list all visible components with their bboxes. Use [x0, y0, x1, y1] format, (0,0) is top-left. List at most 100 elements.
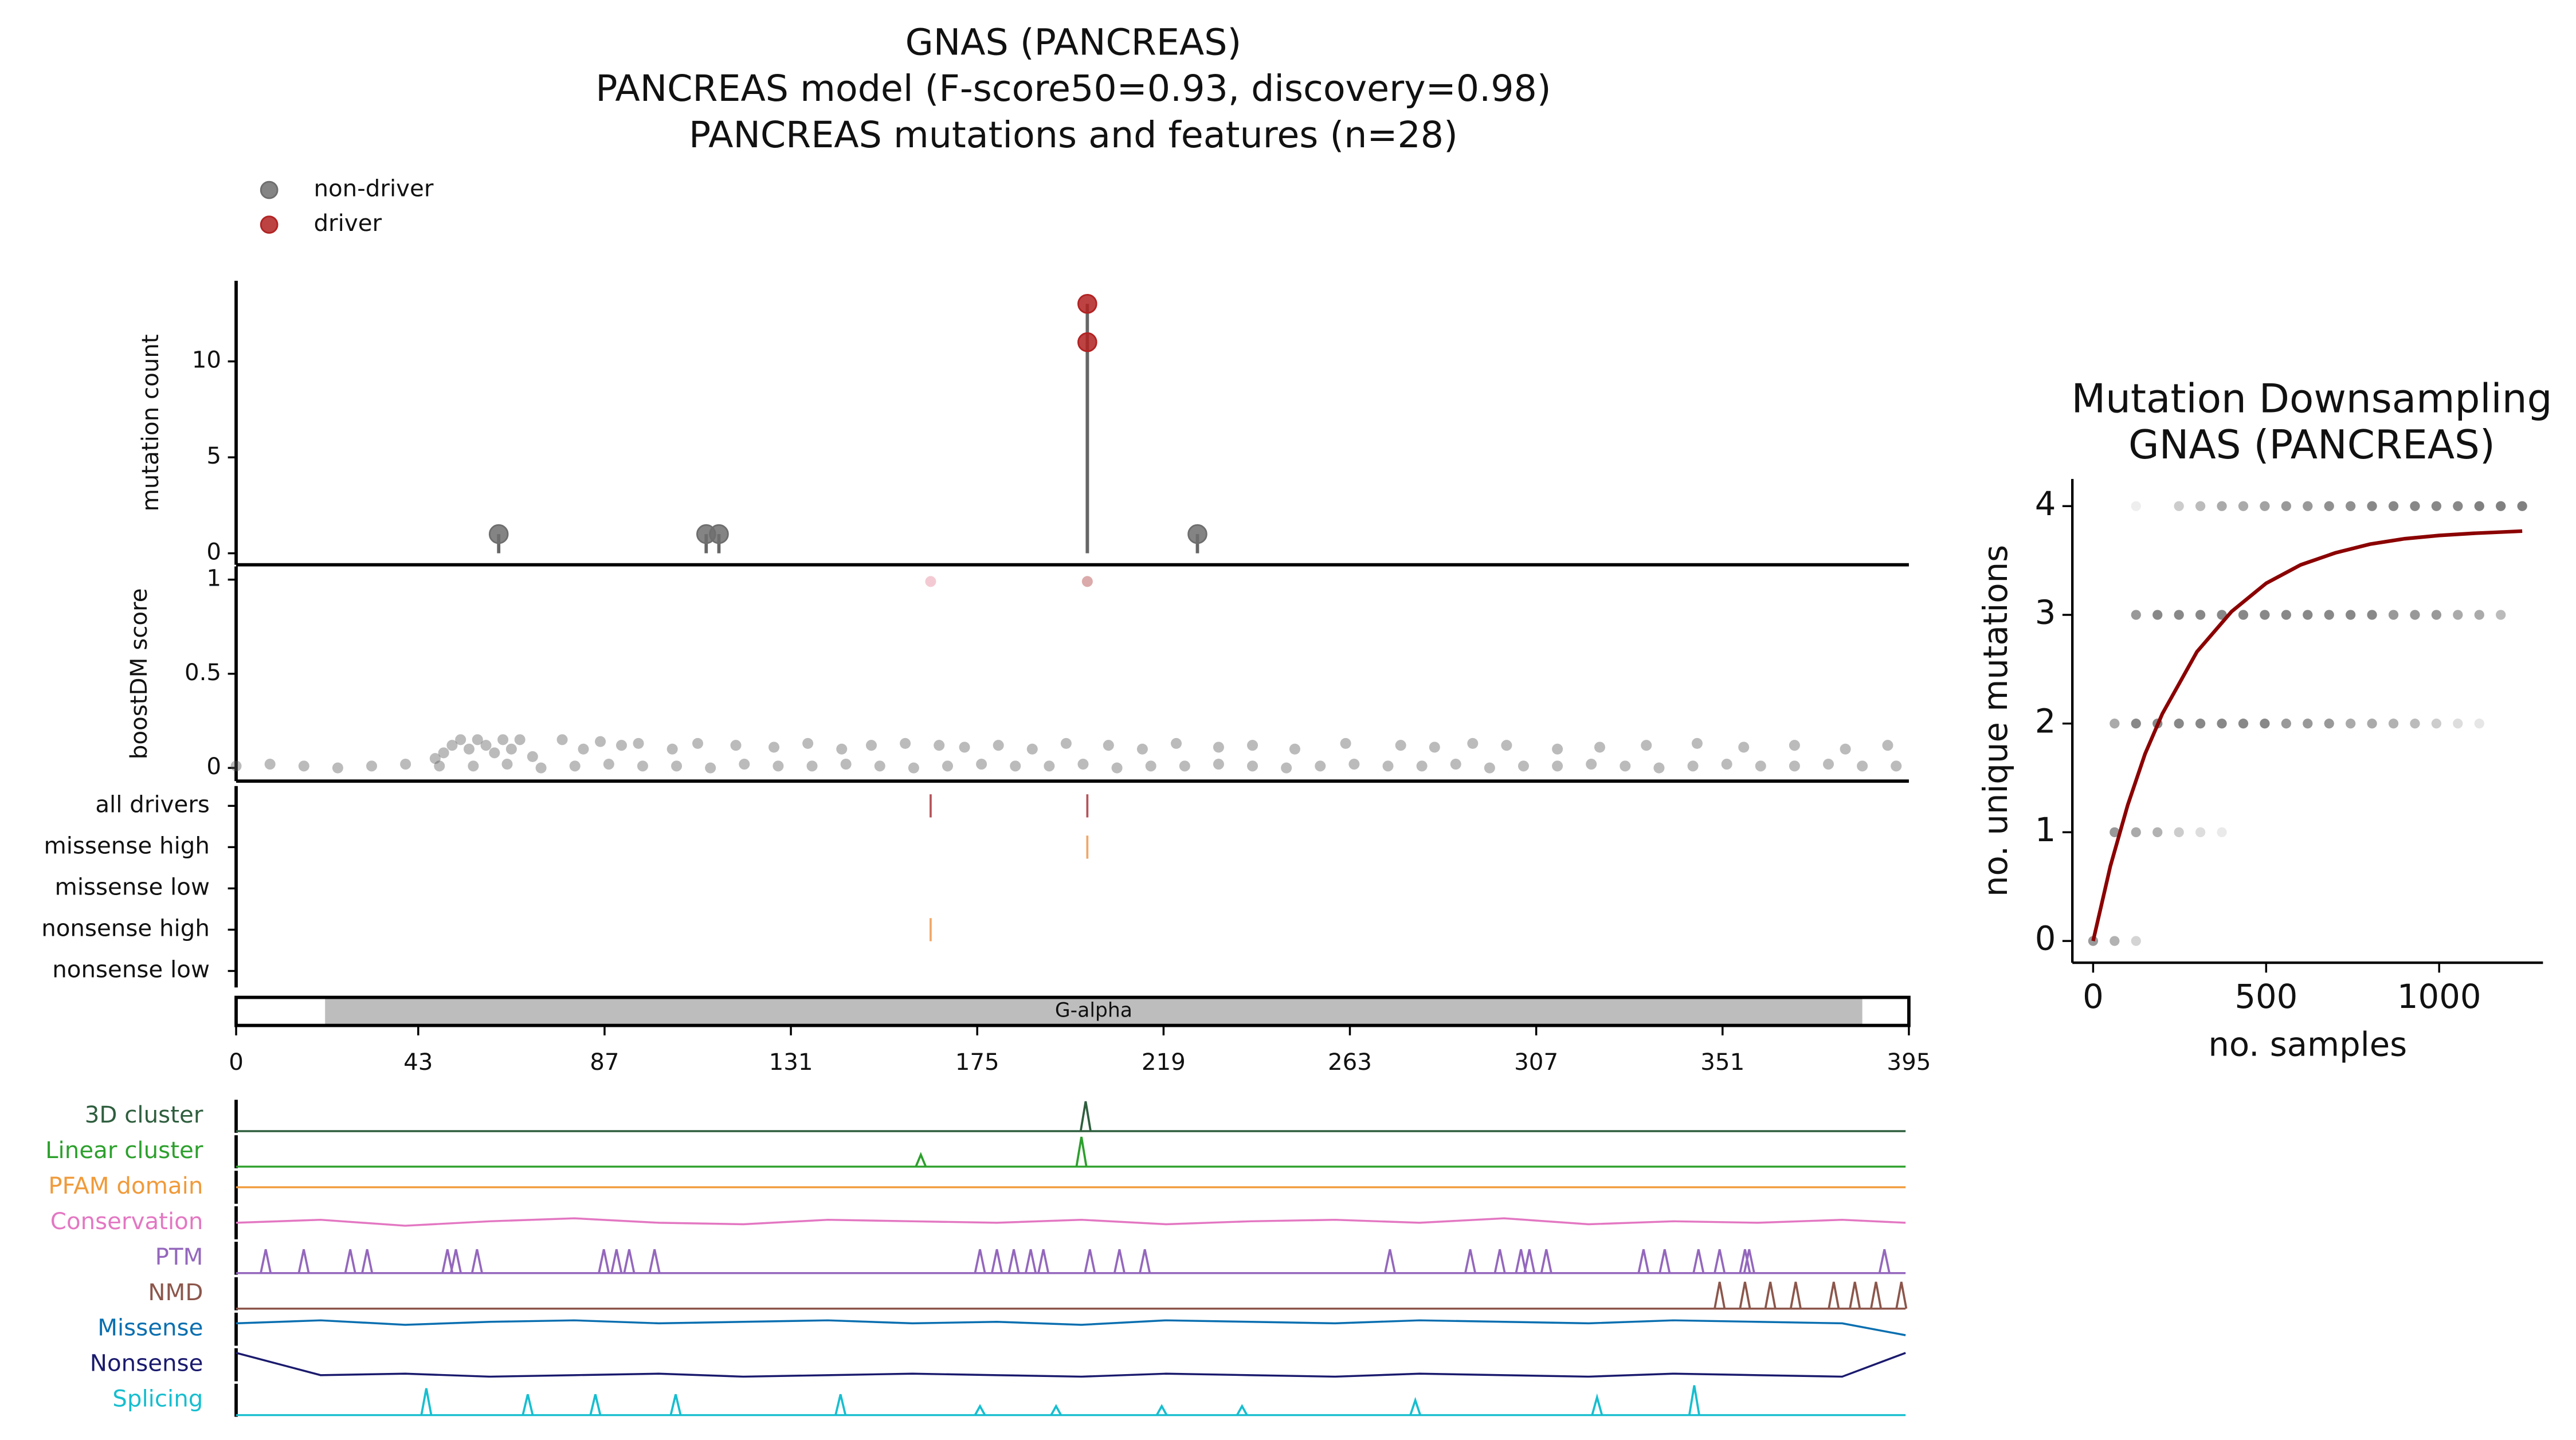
score-point	[1395, 740, 1406, 751]
sample-point	[2260, 719, 2270, 729]
sample-point	[2131, 827, 2141, 838]
score-point	[569, 760, 581, 772]
track-spike	[991, 1249, 1003, 1274]
score-point	[633, 737, 644, 749]
y-tick-label: 1	[206, 565, 221, 592]
y-tick-label: 0	[206, 539, 221, 566]
track-spike	[1383, 1249, 1396, 1274]
sample-point	[2346, 501, 2356, 511]
score-point	[1340, 737, 1351, 749]
sample-point	[2324, 610, 2334, 620]
score-point	[1620, 760, 1631, 772]
score-point	[769, 741, 780, 753]
track-label: Splicing	[112, 1386, 203, 1412]
sample-point	[2303, 719, 2313, 729]
sample-point	[2346, 610, 2356, 620]
sample-point	[2474, 719, 2484, 729]
sample-point	[2174, 827, 2184, 838]
score-point	[438, 747, 449, 759]
score-point	[366, 760, 378, 772]
track-spike	[1849, 1281, 1861, 1309]
track-spike	[669, 1394, 682, 1416]
score-point	[1026, 743, 1038, 755]
sample-point	[2217, 719, 2227, 729]
sample-point	[2217, 827, 2227, 838]
score-point	[1060, 737, 1072, 749]
score-point	[1789, 760, 1800, 772]
score-point	[1416, 760, 1428, 772]
track-spike	[1658, 1249, 1671, 1274]
chart-title: PANCREAS model (F-score50=0.93, discover…	[595, 67, 1551, 109]
track-label: Nonsense	[90, 1350, 203, 1377]
sample-point	[2195, 610, 2206, 620]
y-tick-label: 10	[192, 347, 221, 374]
sample-point	[2174, 501, 2184, 511]
score-point	[264, 759, 276, 770]
legend-swatch	[260, 181, 279, 199]
score-point	[1044, 760, 1055, 772]
score-point	[497, 734, 509, 745]
sample-point	[2238, 610, 2249, 620]
y-tick-label: 0	[2035, 920, 2056, 958]
score-point	[1213, 741, 1224, 753]
score-point	[1213, 759, 1224, 770]
sample-point	[2131, 610, 2141, 620]
sample-point	[2388, 719, 2399, 729]
score-point	[1552, 760, 1563, 772]
chart-title: PANCREAS mutations and features (n=28)	[689, 113, 1458, 156]
score-point	[556, 734, 568, 745]
score-point	[1247, 760, 1258, 772]
track-spike	[1540, 1249, 1552, 1274]
track-label: Conservation	[50, 1208, 203, 1235]
score-point	[705, 762, 716, 774]
score-point	[429, 753, 441, 764]
row-label: missense low	[55, 873, 210, 900]
row-label: missense high	[44, 832, 209, 859]
score-point	[1281, 762, 1292, 774]
track-spike	[1409, 1396, 1422, 1416]
score-point	[1691, 737, 1703, 749]
y-tick-label: 4	[2035, 485, 2056, 523]
sample-point	[2131, 719, 2141, 729]
score-point	[1552, 743, 1563, 755]
score-point	[1738, 741, 1750, 753]
sample-point	[2238, 501, 2249, 511]
legend-label: non-driver	[313, 175, 433, 202]
score-point	[1840, 743, 1851, 755]
score-point	[535, 762, 547, 774]
track-spike	[1870, 1281, 1882, 1309]
track-line	[236, 1319, 1906, 1336]
row-label: nonsense low	[52, 956, 210, 983]
sample-point	[2474, 610, 2484, 620]
lollipop-head	[1077, 332, 1097, 352]
track-spike	[598, 1249, 610, 1274]
track-spike	[450, 1249, 462, 1274]
score-point	[332, 762, 343, 774]
score-point	[446, 740, 458, 751]
score-point	[1594, 741, 1605, 753]
row-label: nonsense high	[41, 915, 210, 941]
sample-point	[2367, 719, 2377, 729]
x-tick-label: 0	[229, 1049, 244, 1076]
track-spike	[1236, 1404, 1248, 1416]
track-spike	[834, 1394, 847, 1416]
sample-point	[2195, 719, 2206, 729]
score-point	[1081, 576, 1093, 587]
score-point	[1641, 740, 1652, 751]
score-point	[1518, 760, 1529, 772]
score-point	[603, 759, 614, 770]
sample-point	[2453, 610, 2463, 620]
score-point	[1653, 762, 1665, 774]
score-point	[1687, 760, 1699, 772]
sample-point	[2152, 610, 2163, 620]
score-point	[578, 743, 589, 755]
sample-point	[2453, 719, 2463, 729]
chart-title: Mutation Downsampling	[2071, 376, 2552, 422]
score-point	[942, 760, 953, 772]
sample-point	[2131, 501, 2141, 511]
sample-point	[2281, 610, 2291, 620]
track-spike	[522, 1394, 534, 1416]
score-point	[836, 743, 848, 755]
track-spike	[1637, 1249, 1650, 1274]
